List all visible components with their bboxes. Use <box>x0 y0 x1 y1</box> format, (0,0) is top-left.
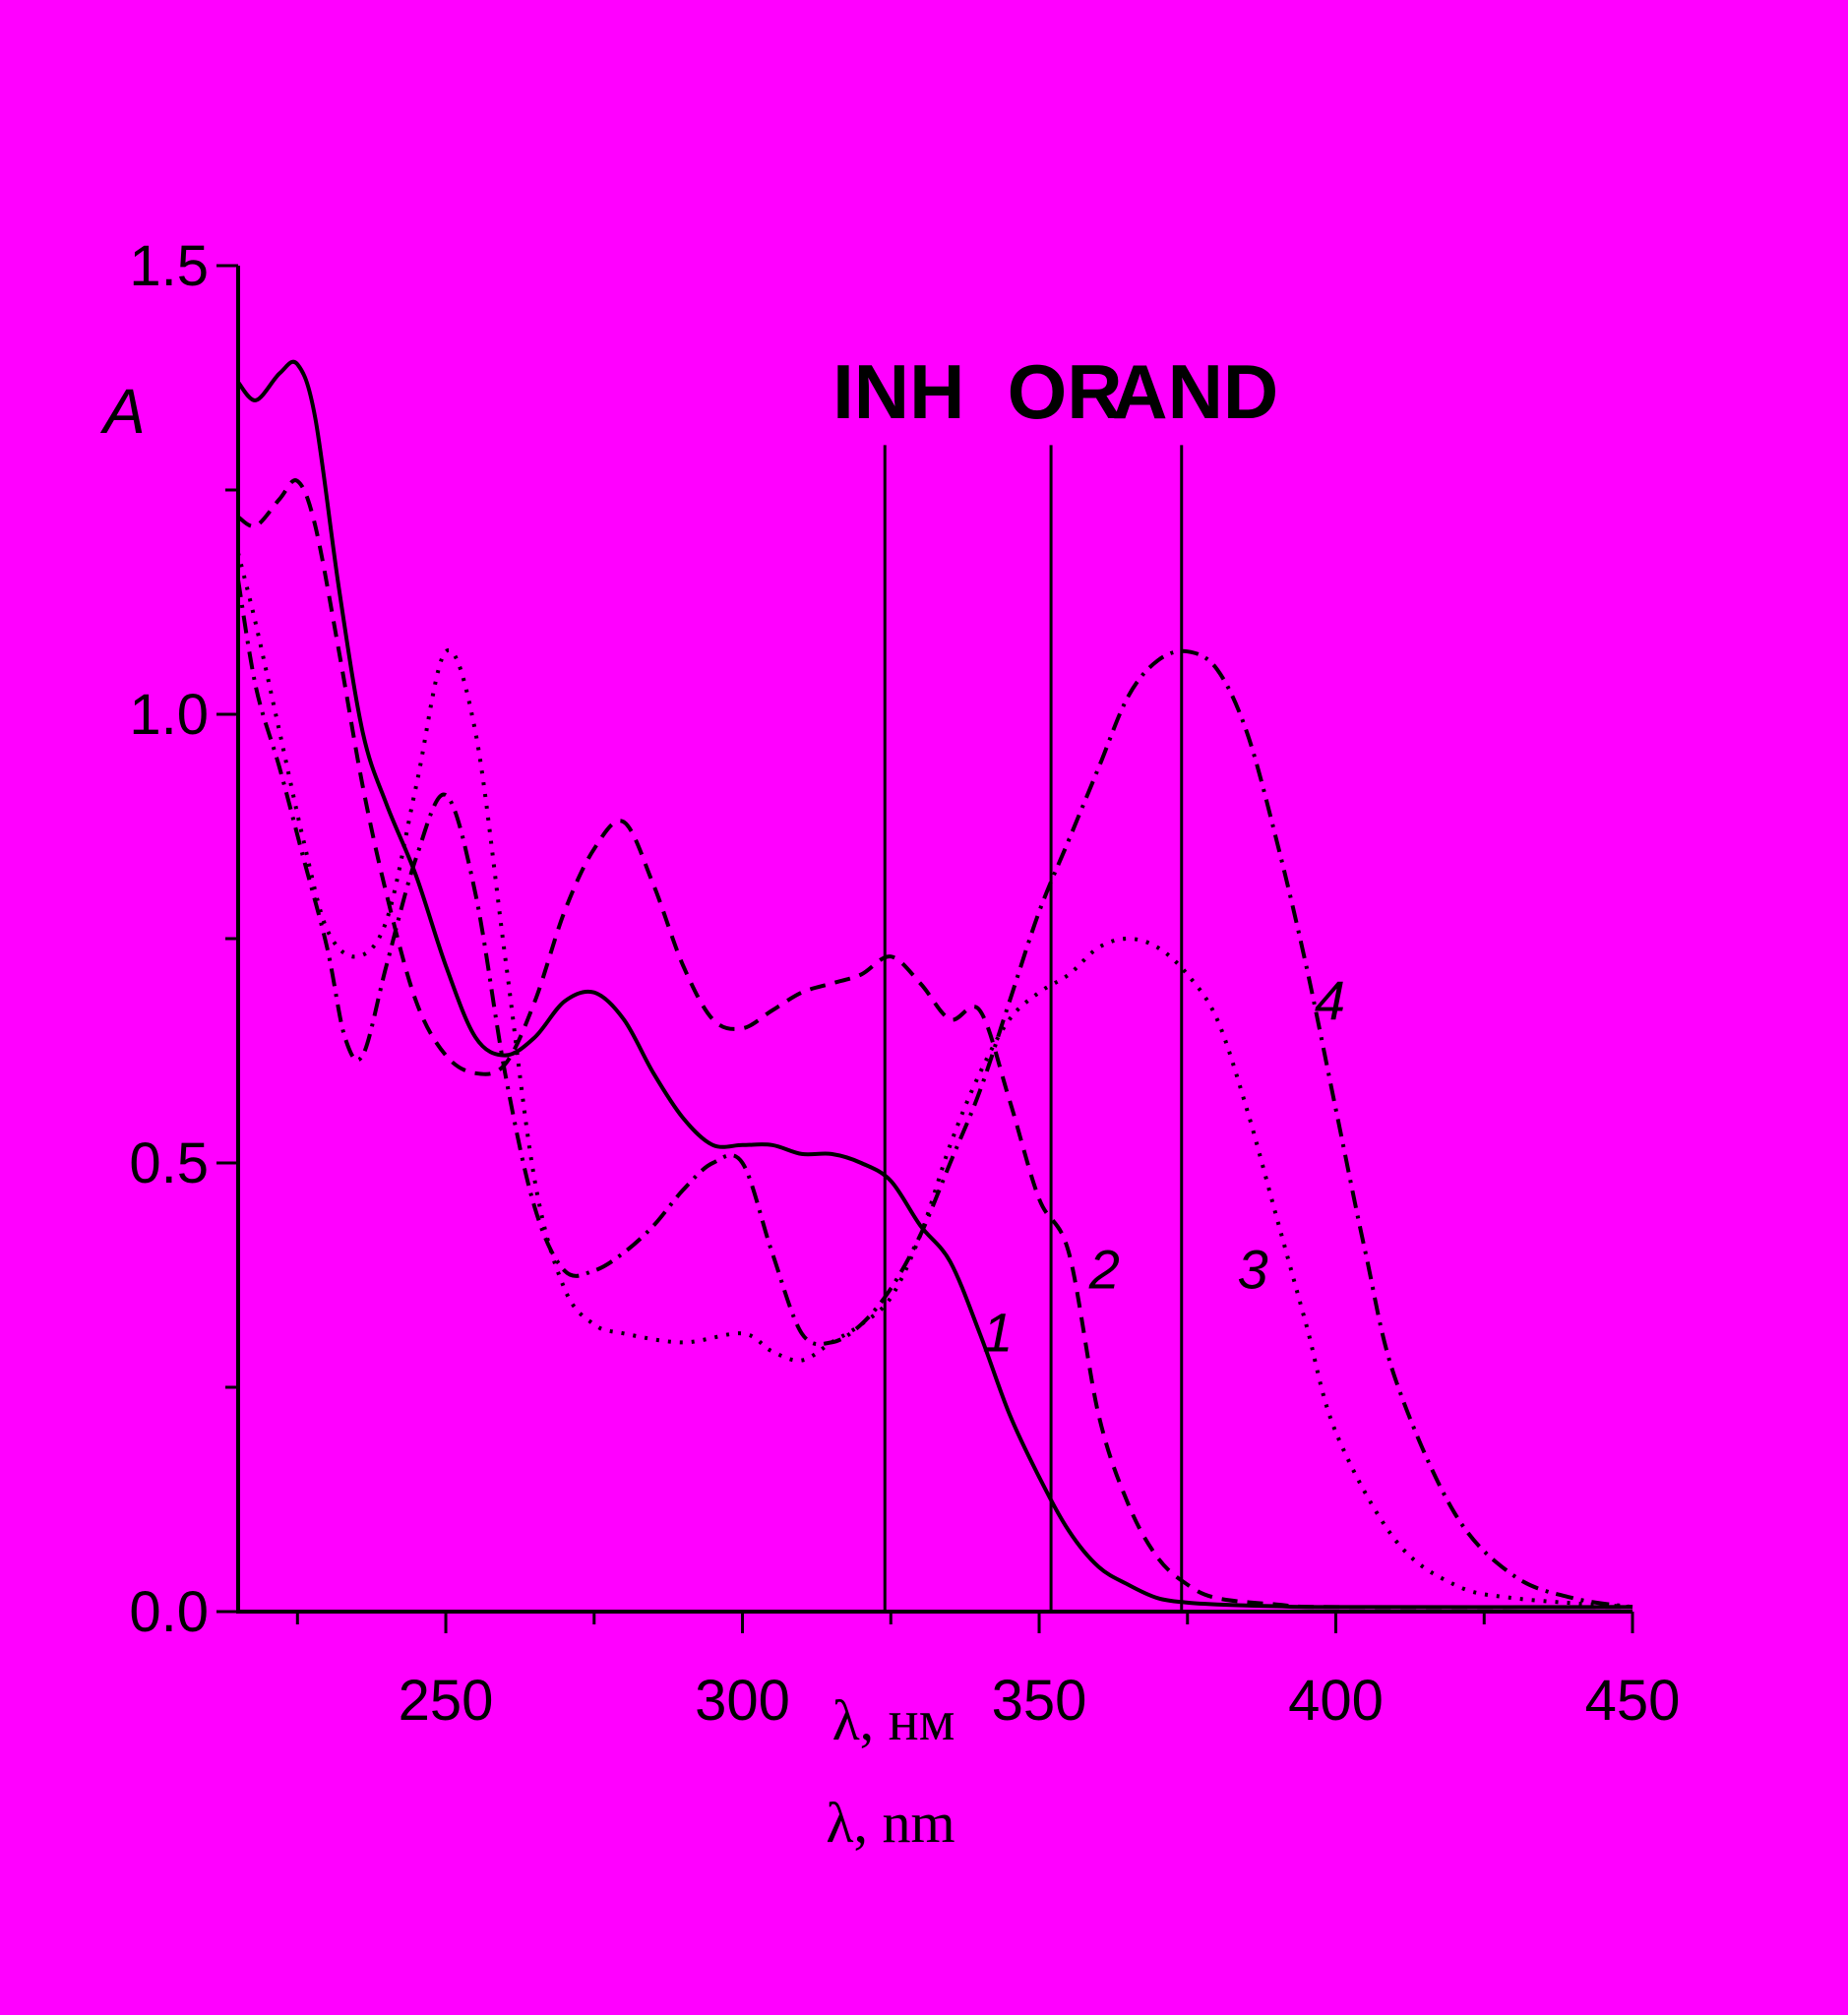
y-tick-label: 1.0 <box>129 683 209 747</box>
x-tick-label: 350 <box>992 1669 1087 1733</box>
x-axis-label-ru: λ, нм <box>832 1688 955 1752</box>
x-tick-label: 250 <box>399 1669 494 1733</box>
y-tick-label: 0.0 <box>129 1580 209 1644</box>
y-ticks: 0.0 0.5 1.0 1.5 <box>129 234 238 1644</box>
series-1-line <box>236 359 1633 1610</box>
series-4-label: 4 <box>1315 969 1345 1031</box>
x-ticks: 250 300 350 400 450 <box>295 1612 1681 1733</box>
marker-and-label: AND <box>1112 348 1278 435</box>
x-tick-label: 300 <box>695 1669 790 1733</box>
x-tick-label: 450 <box>1585 1669 1681 1733</box>
series-3-label: 3 <box>1238 1239 1268 1301</box>
series-2-label: 2 <box>1088 1239 1120 1301</box>
y-axis-label: A <box>99 376 146 447</box>
marker-or-label: OR <box>1008 348 1123 435</box>
y-tick-label: 1.5 <box>129 234 209 298</box>
series-2-line <box>236 478 1633 1610</box>
x-axis-label-en: λ, nm <box>826 1791 955 1855</box>
marker-inh-label: INH <box>832 348 964 435</box>
x-tick-label: 400 <box>1288 1669 1384 1733</box>
y-tick-label: 0.5 <box>129 1131 209 1195</box>
series-layer <box>236 359 1633 1610</box>
series-labels: 1 2 3 4 <box>982 969 1345 1363</box>
series-4-line <box>236 579 1633 1610</box>
series-1-label: 1 <box>982 1302 1013 1364</box>
axes <box>236 266 1632 1614</box>
